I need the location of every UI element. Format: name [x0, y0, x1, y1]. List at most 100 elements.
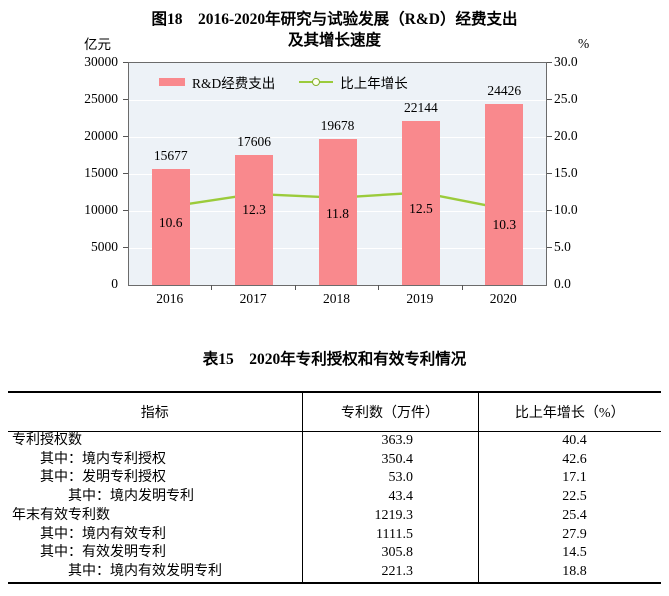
left-axis-tick [123, 136, 128, 137]
table-row: 其中：境内专利授权 350.4 42.6 [8, 450, 661, 470]
left-axis-tick-label: 30000 [84, 54, 118, 69]
header-indicator: 指标 [8, 392, 303, 432]
table-row: 年末有效专利数 1219.3 25.4 [8, 506, 661, 526]
indicator-cell: 其中：境内发明专利 [8, 488, 303, 507]
left-axis-tick [123, 210, 128, 211]
x-axis-label: 2019 [406, 291, 434, 306]
right-axis-tick-label: 5.0 [554, 239, 571, 254]
x-axis-label: 2017 [239, 291, 267, 306]
patents-cell: 1111.5 [302, 525, 479, 545]
growth-value-label: 12.3 [242, 201, 266, 217]
bar-value-label: 17606 [237, 134, 271, 149]
left-axis-tick-label: 15000 [84, 165, 118, 180]
bar-legend-swatch [159, 78, 185, 86]
right-axis-tick [547, 210, 552, 211]
table-title: 表15 2020年专利授权和有效专利情况 [202, 351, 467, 368]
table-row: 其中：境内发明专利 43.4 22.5 [8, 488, 661, 507]
left-axis-tick [123, 173, 128, 174]
figure-title-line2: 及其增长速度 [287, 32, 381, 49]
legend-item-line: 比上年增长 [299, 72, 408, 92]
growth-value-label: 10.3 [492, 216, 517, 232]
growth-cell: 18.8 [562, 563, 587, 579]
growth-cell: 42.6 [562, 451, 587, 467]
indicator-cell: 专利授权数 [8, 431, 303, 451]
patents-cell: 43.4 [302, 488, 479, 507]
patents-cell: 1219.3 [302, 506, 479, 526]
x-axis-tick [211, 285, 213, 290]
rd-expenditure-bar [151, 169, 190, 285]
legend-label-line: 比上年增长 [340, 76, 408, 91]
right-axis-tick-label: 20.0 [554, 128, 578, 143]
growth-cell: 22.5 [562, 489, 587, 505]
indicator-cell: 其中：境内有效专利 [8, 525, 303, 545]
patents-cell: 53.0 [302, 469, 479, 489]
right-axis-tick-label: 15.0 [554, 165, 578, 180]
right-axis-unit: % [578, 36, 590, 51]
left-axis-tick-label: 25000 [84, 91, 118, 106]
rd-expenditure-bar [401, 121, 440, 285]
line-marker-icon [312, 77, 321, 86]
legend-label-bar: R&D经费支出 [192, 76, 276, 91]
patents-cell: 221.3 [302, 562, 479, 583]
indicator-cell: 年末有效专利数 [8, 506, 303, 526]
patent-table: 指标 专利数（万件） 比上年增长（%） 专利授权数 363.9 40.4 其中：… [8, 391, 661, 584]
gridline [129, 100, 546, 101]
left-axis-unit: 亿元 [84, 37, 111, 52]
left-axis-tick-label: 0 [111, 276, 118, 291]
growth-cell: 27.9 [562, 526, 587, 542]
chart-legend: R&D经费支出 比上年增长 [159, 72, 408, 92]
header-growth: 比上年增长（%） [478, 392, 661, 432]
right-axis-tick-label: 0.0 [554, 276, 571, 291]
rd-expenditure-bar [485, 104, 524, 285]
line-legend-swatch [299, 77, 334, 86]
right-axis-tick-label: 10.0 [554, 202, 578, 217]
right-axis-tick [547, 62, 552, 63]
rd-expenditure-bar [235, 155, 274, 285]
bar-value-label: 24426 [487, 83, 522, 98]
legend-item-bar: R&D经费支出 [159, 72, 275, 92]
bar-value-label: 19678 [320, 118, 355, 133]
table-row: 其中：有效发明专利 305.8 14.5 [8, 544, 661, 563]
left-axis-tick-label: 5000 [91, 239, 118, 254]
growth-value-label: 10.6 [158, 214, 183, 230]
figure-title-line1: 图18 2016-2020年研究与试验发展（R&D）经费支出 [151, 11, 518, 28]
patents-cell: 305.8 [302, 544, 479, 563]
right-axis-tick-label: 25.0 [554, 91, 578, 106]
indicator-cell: 其中：有效发明专利 [8, 544, 303, 563]
table-row: 其中：发明专利授权 53.0 17.1 [8, 469, 661, 489]
figure-title: 图18 2016-2020年研究与试验发展（R&D）经费支出 及其增长速度 [0, 9, 669, 51]
right-axis-tick [547, 247, 552, 248]
gridline [129, 137, 546, 138]
table-row: 专利授权数 363.9 40.4 [8, 431, 661, 451]
right-axis-tick-label: 30.0 [554, 54, 578, 69]
growth-cell: 25.4 [562, 507, 587, 523]
bar-value-label: 22144 [404, 100, 438, 115]
x-axis-label: 2018 [323, 291, 350, 306]
right-axis-tick [547, 99, 552, 100]
right-axis-tick [547, 173, 552, 174]
x-axis-tick [294, 285, 296, 290]
left-axis-tick [123, 99, 128, 100]
patents-cell: 350.4 [302, 450, 479, 470]
left-axis-tick-label: 10000 [84, 202, 118, 217]
growth-cell: 40.4 [562, 433, 587, 448]
x-axis-label: 2020 [489, 291, 517, 306]
bar-value-label: 15677 [153, 148, 188, 163]
left-axis-tick [123, 247, 128, 248]
table-row: 其中：境内有效发明专利 221.3 18.8 [8, 562, 661, 583]
left-axis-tick-label: 20000 [84, 128, 118, 143]
header-patent-count: 专利数（万件） [302, 392, 479, 432]
plot-area: R&D经费支出 比上年增长 15677 10.6 17606 12.3 19678 11.… [128, 62, 547, 286]
x-axis-label: 2016 [156, 291, 184, 306]
table-row: 其中：境内有效专利 1111.5 27.9 [8, 525, 661, 545]
rd-expenditure-bar [318, 139, 357, 285]
x-axis-tick [461, 285, 463, 290]
growth-cell: 17.1 [562, 470, 587, 486]
growth-cell: 14.5 [562, 545, 587, 561]
left-axis-tick [123, 62, 128, 63]
indicator-cell: 其中：发明专利授权 [8, 469, 303, 489]
indicator-cell: 其中：境内有效发明专利 [8, 562, 303, 583]
right-axis-tick [547, 136, 552, 137]
patents-cell: 363.9 [302, 431, 479, 451]
